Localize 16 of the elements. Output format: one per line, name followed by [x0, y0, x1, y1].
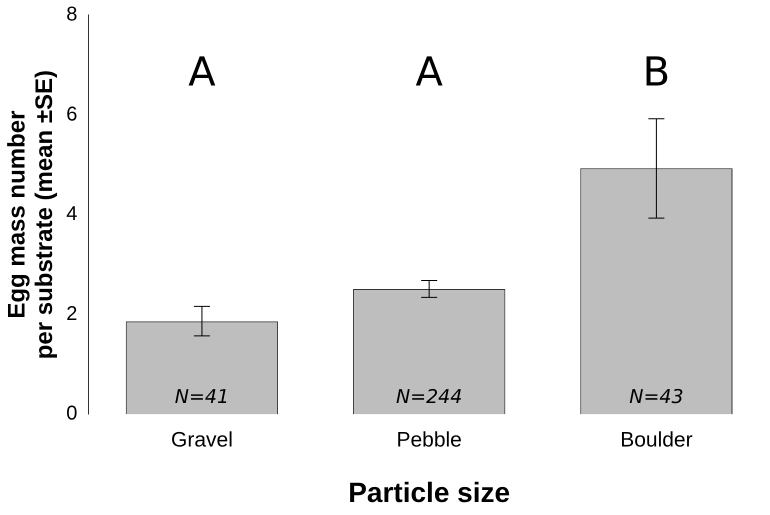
y-tick-label: 2	[66, 302, 78, 325]
annotation: B	[642, 49, 670, 96]
annotation: A	[415, 49, 444, 96]
y-tick-label: 4	[66, 203, 78, 226]
x-tick-label: Boulder	[620, 428, 693, 452]
x-tick-label: Gravel	[171, 428, 233, 452]
annotation: N=43	[629, 386, 684, 408]
y-axis-title: Egg mass number per substrate (mean ±SE)	[3, 70, 58, 360]
y-tick-label: 6	[66, 103, 78, 126]
annotation: A	[188, 49, 216, 96]
annotation: N=244	[396, 386, 462, 408]
x-tick-label: Pebble	[396, 428, 462, 452]
y-tick-label: 0	[66, 402, 78, 425]
x-axis-title: Particle size	[348, 476, 510, 508]
annotation: N=41	[174, 386, 230, 408]
y-tick-label: 8	[66, 4, 78, 26]
